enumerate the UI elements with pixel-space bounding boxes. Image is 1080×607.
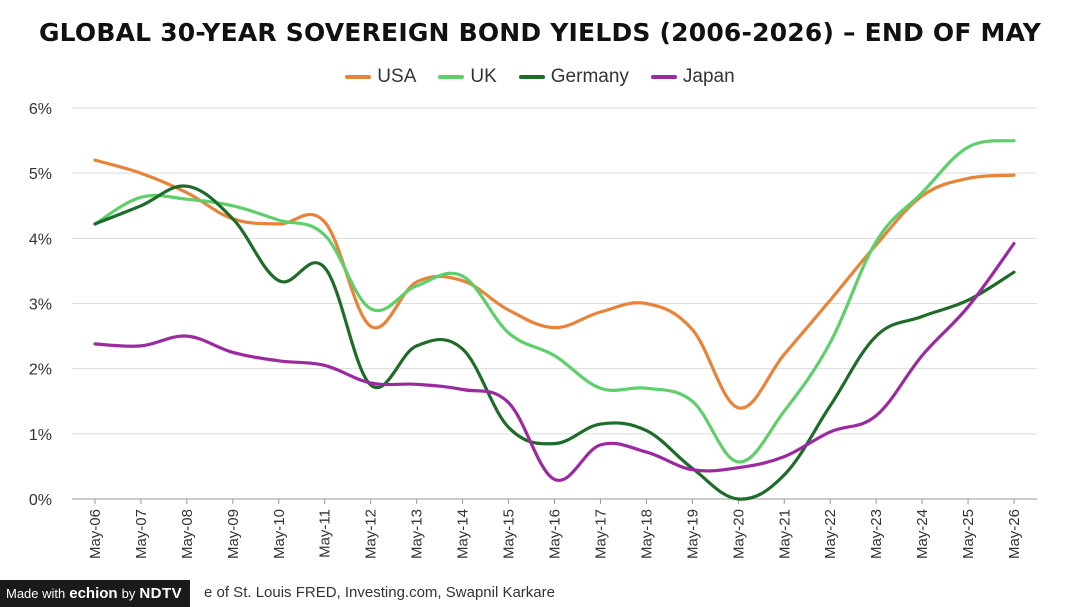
x-tick-label: May-17 <box>592 509 609 559</box>
x-tick-label: May-25 <box>960 509 977 559</box>
legend-swatch-uk <box>438 75 465 79</box>
legend-label-germany: Germany <box>550 66 629 87</box>
x-tick-label: May-11 <box>317 509 334 558</box>
y-tick-label: 1% <box>29 427 52 444</box>
badge-brand-ndtv: NDTV <box>139 585 183 602</box>
x-tick-label: May-14 <box>455 509 472 559</box>
x-tick-label: May-06 <box>87 509 104 559</box>
made-with-badge[interactable]: Made with echion by NDTV <box>0 580 191 607</box>
chart-title: GLOBAL 30-YEAR SOVEREIGN BOND YIELDS (20… <box>38 18 1042 47</box>
legend-item-usa: USA <box>345 66 416 88</box>
legend-swatch-usa <box>345 75 372 79</box>
source-note: e of St. Louis FRED, Investing.com, Swap… <box>204 584 555 601</box>
badge-prefix: Made with <box>6 586 66 601</box>
x-tick-label: May-19 <box>684 509 701 559</box>
legend-item-japan: Japan <box>650 66 735 88</box>
series-line-usa <box>93 158 1016 410</box>
x-tick-label: May-22 <box>822 509 839 559</box>
y-tick-label: 4% <box>29 231 52 248</box>
y-tick-label: 6% <box>29 101 52 118</box>
grid-lines <box>72 107 1037 500</box>
y-tick-label: 2% <box>29 362 52 379</box>
x-tick-label: May-23 <box>868 509 885 559</box>
legend-item-germany: Germany <box>518 66 629 88</box>
x-tick-label: May-08 <box>179 509 196 559</box>
x-tick-label: May-15 <box>501 509 518 559</box>
x-tick-label: May-10 <box>271 509 288 559</box>
series-lines <box>93 139 1016 501</box>
y-axis-ticks: 0% 1% 2% 3% 4% 5% 6% <box>29 101 52 509</box>
x-tick-label: May-21 <box>776 509 793 559</box>
chart-legend: USA UK Germany Japan <box>0 66 1080 88</box>
x-tick-label: May-12 <box>363 509 380 559</box>
x-tick-label: May-13 <box>409 509 426 559</box>
series-line-germany <box>93 184 1016 501</box>
y-tick-label: 5% <box>29 166 52 183</box>
x-axis-ticks: May-06 May-07 May-08 May-09 May-10 May-11 May-… <box>87 499 1023 559</box>
series-line-uk <box>93 139 1016 464</box>
legend-label-usa: USA <box>377 66 417 87</box>
x-tick-label: May-09 <box>225 509 242 559</box>
x-tick-label: May-07 <box>133 509 150 559</box>
legend-item-uk: UK <box>438 66 497 88</box>
series-line-japan <box>93 241 1016 482</box>
x-tick-label: May-16 <box>547 509 564 559</box>
legend-label-uk: UK <box>470 66 497 87</box>
legend-swatch-germany <box>518 75 545 79</box>
legend-label-japan: Japan <box>682 66 735 87</box>
x-tick-label: May-20 <box>730 509 747 559</box>
badge-by: by <box>121 586 136 601</box>
x-tick-label: May-24 <box>914 509 931 559</box>
y-tick-label: 0% <box>29 492 52 509</box>
legend-swatch-japan <box>650 75 677 79</box>
badge-brand-echion: echion <box>69 585 118 602</box>
x-tick-label: May-26 <box>1006 509 1023 559</box>
y-tick-label: 3% <box>29 297 52 314</box>
x-tick-label: May-18 <box>638 509 655 559</box>
